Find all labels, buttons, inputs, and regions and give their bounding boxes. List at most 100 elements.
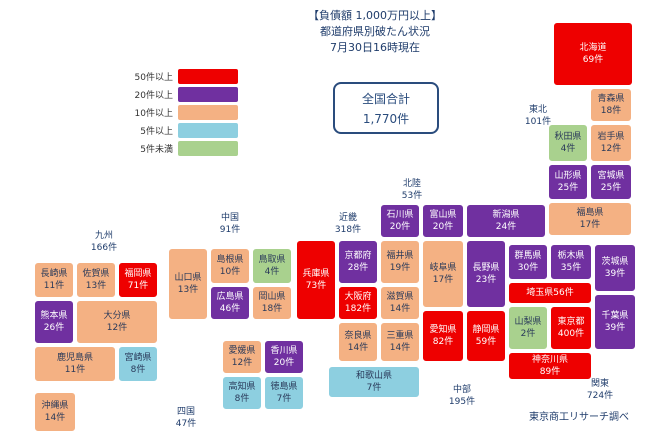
prefecture-tile-fukuoka[interactable]: 福岡県 71件	[118, 262, 158, 298]
prefecture-name: 鹿児島県	[56, 353, 93, 363]
prefecture-name: 北海道	[579, 43, 607, 53]
legend-label: 5件未満	[140, 145, 173, 155]
source-credit: 東京商工リサーチ調べ	[529, 412, 629, 423]
prefecture-tile-fukushima[interactable]: 福島県 17件	[548, 202, 632, 236]
prefecture-tile-okayama[interactable]: 岡山県 18件	[252, 286, 292, 320]
title-line-1: 【負債額 1,000万円以上】	[308, 9, 442, 22]
prefecture-tile-wakayama[interactable]: 和歌山県 7件	[328, 366, 420, 398]
prefecture-count: 4件	[264, 267, 280, 277]
region-name: 東北	[528, 105, 547, 115]
prefecture-tile-yamanashi[interactable]: 山梨県 2件	[508, 306, 548, 350]
prefecture-count: 8件	[234, 394, 250, 404]
prefecture-tile-gifu[interactable]: 岐阜県 17件	[422, 240, 464, 308]
legend-swatch	[178, 123, 238, 138]
prefecture-tile-aomori[interactable]: 青森県 18件	[590, 88, 632, 122]
legend: 50件以上 20件以上 10件以上 5件以上 5件未満	[125, 68, 240, 158]
prefecture-tile-tochigi[interactable]: 栃木県 35件	[550, 244, 592, 280]
prefecture-name: 奈良県	[344, 331, 372, 341]
legend-label: 50件以上	[134, 73, 173, 83]
prefecture-tile-hiroshima[interactable]: 広島県 46件	[210, 286, 250, 320]
prefecture-tile-nara[interactable]: 奈良県 14件	[338, 322, 378, 362]
prefecture-name: 東京都	[557, 317, 585, 327]
prefecture-tile-shiga[interactable]: 滋賀県 14件	[380, 286, 420, 320]
prefecture-count: 19件	[389, 263, 411, 273]
prefecture-tile-tokyo[interactable]: 東京都 400件	[550, 306, 592, 350]
prefecture-count: 82件	[432, 337, 454, 347]
prefecture-name: 愛媛県	[228, 346, 256, 356]
prefecture-count: 12件	[231, 358, 253, 368]
prefecture-tile-oita[interactable]: 大分県 12件	[76, 300, 158, 344]
prefecture-count: 28件	[347, 263, 369, 273]
prefecture-name: 三重県	[386, 331, 414, 341]
prefecture-count: 13件	[177, 285, 199, 295]
prefecture-count: 20件	[432, 222, 454, 232]
prefecture-tile-kagawa[interactable]: 香川県 20件	[264, 340, 304, 374]
prefecture-tile-hyogo[interactable]: 兵庫県 73件	[296, 240, 336, 320]
prefecture-tile-nagasaki[interactable]: 長崎県 11件	[34, 262, 74, 298]
prefecture-tile-kagoshima[interactable]: 鹿児島県 11件	[34, 346, 116, 382]
prefecture-tile-aichi[interactable]: 愛知県 82件	[422, 310, 464, 362]
prefecture-name: 佐賀県	[82, 269, 110, 279]
prefecture-tile-saitama[interactable]: 埼玉県56件	[508, 282, 592, 304]
prefecture-tile-ishikawa[interactable]: 石川県 20件	[380, 204, 420, 238]
prefecture-tile-iwate[interactable]: 岩手県 12件	[590, 124, 632, 162]
prefecture-tile-tokushima[interactable]: 徳島県 7件	[264, 376, 304, 410]
prefecture-tile-osaka[interactable]: 大阪府 182件	[338, 286, 378, 320]
prefecture-tile-chiba[interactable]: 千葉県 39件	[594, 294, 636, 350]
prefecture-name: 福島県	[576, 208, 604, 218]
prefecture-tile-kochi[interactable]: 高知県 8件	[222, 376, 262, 410]
prefecture-count: 12件	[600, 144, 622, 154]
region-count: 53件	[401, 191, 423, 201]
prefecture-name: 山梨県	[514, 317, 542, 327]
prefecture-tile-yamagata[interactable]: 山形県 25件	[548, 164, 588, 200]
prefecture-name: 岩手県	[597, 132, 625, 142]
legend-swatch	[178, 69, 238, 84]
prefecture-tile-miyazaki[interactable]: 宮崎県 8件	[118, 346, 158, 382]
region-name: 九州	[94, 231, 113, 241]
prefecture-count: 17件	[432, 275, 454, 285]
prefecture-tile-mie[interactable]: 三重県 14件	[380, 322, 420, 362]
region-name: 四国	[176, 407, 195, 417]
prefecture-name: 兵庫県	[302, 269, 330, 279]
prefecture-tile-ehime[interactable]: 愛媛県 12件	[222, 340, 262, 374]
prefecture-tile-niigata[interactable]: 新潟県 24件	[466, 204, 546, 238]
prefecture-count: 20件	[273, 358, 295, 368]
prefecture-count: 10件	[219, 267, 241, 277]
legend-row-10: 10件以上	[125, 104, 240, 122]
prefecture-count: 11件	[64, 365, 86, 375]
prefecture-tile-saga[interactable]: 佐賀県 13件	[76, 262, 116, 298]
prefecture-tile-nagano[interactable]: 長野県 23件	[466, 240, 506, 308]
prefecture-tile-gunma[interactable]: 群馬県 30件	[508, 244, 548, 280]
prefecture-name: 大阪府	[344, 292, 372, 302]
prefecture-tile-miyagi[interactable]: 宮城県 25件	[590, 164, 632, 200]
region-label-shikoku: 四国 47件	[166, 406, 206, 430]
prefecture-tile-shimane[interactable]: 島根県 10件	[210, 248, 250, 284]
prefecture-tile-fukui[interactable]: 福井県 19件	[380, 240, 420, 284]
prefecture-count: 17件	[579, 220, 601, 230]
region-count: 101件	[524, 117, 552, 127]
prefecture-count: 46件	[219, 304, 241, 314]
prefecture-tile-okinawa[interactable]: 沖縄県 14件	[34, 392, 76, 432]
prefecture-tile-hokkaido[interactable]: 北海道 69件	[553, 22, 633, 86]
prefecture-tile-akita[interactable]: 秋田県 4件	[548, 124, 588, 162]
prefecture-count: 18件	[600, 106, 622, 116]
prefecture-count: 89件	[539, 367, 561, 377]
region-name: 関東	[590, 379, 609, 389]
legend-swatch	[178, 141, 238, 156]
prefecture-count: 7件	[276, 394, 292, 404]
prefecture-tile-toyama[interactable]: 富山県 20件	[422, 204, 464, 238]
prefecture-tile-yamaguchi[interactable]: 山口県 13件	[168, 248, 208, 320]
prefecture-name: 和歌山県	[355, 371, 392, 381]
prefecture-tile-tottori[interactable]: 鳥取県 4件	[252, 248, 292, 284]
prefecture-tile-kanagawa[interactable]: 神奈川県 89件	[508, 352, 592, 380]
prefecture-tile-kyoto[interactable]: 京都府 28件	[338, 240, 378, 284]
legend-swatch	[178, 105, 238, 120]
prefecture-count: 14件	[389, 343, 411, 353]
prefecture-name: 京都府	[344, 251, 372, 261]
prefecture-tile-ibaraki[interactable]: 茨城県 39件	[594, 244, 636, 292]
prefecture-name: 茨城県	[601, 257, 629, 267]
prefecture-tile-kumamoto[interactable]: 熊本県 26件	[34, 300, 74, 344]
prefecture-tile-shizuoka[interactable]: 静岡県 59件	[466, 310, 506, 362]
region-count: 91件	[219, 225, 241, 235]
legend-row-20: 20件以上	[125, 86, 240, 104]
